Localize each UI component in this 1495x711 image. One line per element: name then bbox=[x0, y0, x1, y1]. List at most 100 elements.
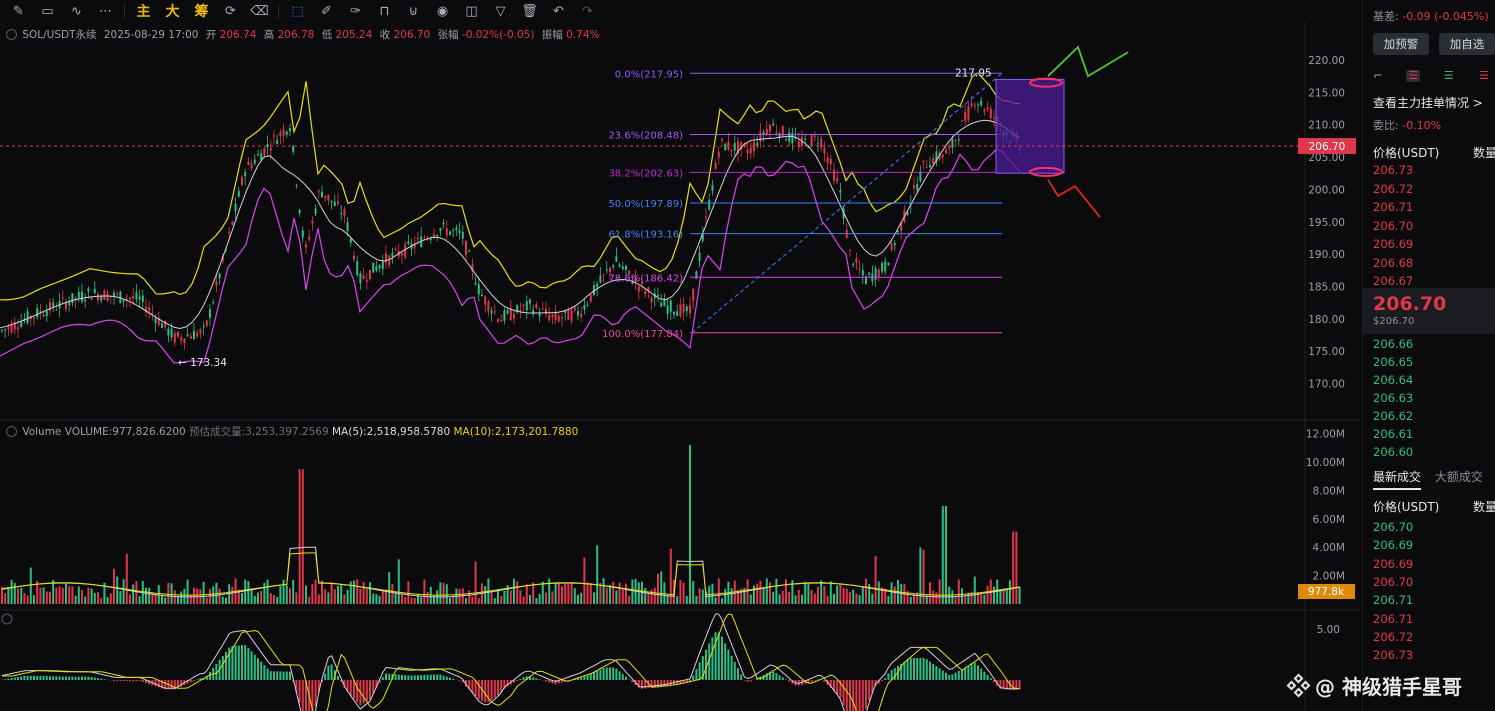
magnet-icon[interactable]: ⊍ bbox=[408, 3, 419, 19]
candle-body bbox=[954, 140, 957, 142]
fib-trend-line bbox=[691, 72, 1003, 334]
volume-bar bbox=[890, 582, 893, 604]
macd-histogram-bar bbox=[833, 680, 835, 692]
volume-bar bbox=[33, 595, 35, 604]
layers-icon[interactable]: ◫ bbox=[465, 3, 478, 19]
macd-histogram-bar bbox=[93, 677, 96, 680]
ask-price[interactable]: 206.68 bbox=[1373, 255, 1414, 270]
volume-bar bbox=[87, 587, 90, 604]
macd-histogram-bar bbox=[666, 680, 669, 687]
candle-body bbox=[234, 203, 237, 212]
cursor-icon[interactable]: ⬚ bbox=[291, 3, 304, 19]
volume-bar bbox=[698, 588, 701, 604]
bid-price[interactable]: 206.64 bbox=[1373, 373, 1414, 387]
price-chart[interactable]: 0.0%(217.95) 23.6%(208.48) 38.2%(202.63) 50… bbox=[0, 22, 1360, 711]
macd-histogram-bar bbox=[410, 675, 413, 680]
candle-body bbox=[545, 309, 547, 315]
more-icon[interactable]: ⋯ bbox=[99, 3, 112, 19]
eye-icon[interactable]: ◉ bbox=[436, 3, 449, 19]
trash-icon[interactable]: 🗑 bbox=[521, 3, 538, 19]
wave-icon[interactable]: ∿ bbox=[71, 3, 82, 19]
ask-price[interactable]: 206.73 bbox=[1373, 163, 1414, 177]
volume-value: VOLUME:977,826.6200 bbox=[64, 426, 186, 438]
ask-price[interactable]: 206.72 bbox=[1373, 181, 1414, 196]
tab-latest-trades[interactable]: 最新成交 bbox=[1373, 470, 1422, 490]
candle-body bbox=[721, 138, 723, 141]
candle-body bbox=[941, 154, 944, 158]
candle-body bbox=[353, 255, 355, 260]
macd-tick-label: 5.00 bbox=[1317, 624, 1340, 636]
brush-icon[interactable]: ✐ bbox=[321, 3, 332, 19]
candle-body bbox=[759, 131, 762, 142]
bid-price[interactable]: 206.60 bbox=[1373, 445, 1414, 459]
redo-icon[interactable]: ↷ bbox=[582, 3, 593, 19]
pencil-icon[interactable]: ✎ bbox=[13, 3, 24, 19]
volume-bars bbox=[1, 444, 1021, 604]
macd-histogram-bar bbox=[135, 680, 138, 682]
candle-body bbox=[394, 248, 397, 250]
candle-body bbox=[893, 242, 896, 246]
candle-body bbox=[266, 144, 269, 148]
candle-body bbox=[113, 292, 115, 297]
watermark-text: @ 神级猎手星哥 bbox=[1315, 675, 1462, 699]
macd-histogram-bar bbox=[980, 668, 983, 680]
filter-icon[interactable]: ▽ bbox=[495, 3, 506, 19]
volume-bar bbox=[506, 585, 509, 604]
macd-histogram-bar bbox=[97, 678, 99, 680]
candle-body bbox=[292, 145, 295, 152]
lock-icon[interactable]: ⊓ bbox=[379, 3, 390, 19]
volume-bar bbox=[820, 580, 823, 604]
refresh-icon[interactable]: ⟳ bbox=[225, 3, 236, 19]
candle-body bbox=[106, 293, 109, 302]
bid-price[interactable]: 206.61 bbox=[1373, 427, 1414, 441]
bid-price[interactable]: 206.65 bbox=[1373, 355, 1414, 369]
volume-bar bbox=[100, 598, 103, 604]
volume-bar bbox=[618, 582, 621, 604]
ask-price[interactable]: 206.70 bbox=[1373, 218, 1414, 233]
ob-bids-icon[interactable]: ☰ bbox=[1443, 69, 1454, 82]
collapse-icon[interactable] bbox=[6, 29, 17, 40]
macd-histogram-bar bbox=[199, 678, 202, 680]
ob-both-icon[interactable]: ☰ bbox=[1406, 70, 1421, 82]
price-tick-label: 170.00 bbox=[1308, 379, 1345, 391]
rectangle-icon[interactable]: ▭ bbox=[41, 3, 54, 19]
candle-body bbox=[577, 311, 579, 316]
big-order-button[interactable]: 大 bbox=[165, 4, 180, 20]
ask-price[interactable]: 206.69 bbox=[1373, 237, 1414, 251]
main-force-button[interactable]: 主 bbox=[136, 4, 151, 20]
collapse-icon[interactable] bbox=[6, 426, 17, 437]
ask-price[interactable]: 206.67 bbox=[1373, 274, 1414, 288]
eraser-icon[interactable]: ⌫ bbox=[250, 3, 269, 19]
main-orders-link[interactable]: 查看主力挂单情况 > bbox=[1373, 96, 1483, 110]
ask-price[interactable]: 206.71 bbox=[1373, 200, 1414, 214]
volume-bar bbox=[583, 557, 586, 604]
add-watchlist-button[interactable]: 加自选 bbox=[1439, 33, 1495, 55]
trade-price: 206.73 bbox=[1373, 648, 1414, 663]
bid-price[interactable]: 206.63 bbox=[1373, 391, 1414, 405]
macd-histogram-bar bbox=[749, 680, 752, 682]
ob-asks-icon[interactable]: ☰ bbox=[1479, 69, 1489, 82]
volume-bar bbox=[241, 592, 243, 604]
volume-bar bbox=[577, 594, 579, 604]
volume-bar bbox=[602, 577, 605, 604]
candle-body bbox=[276, 139, 279, 144]
volume-bar bbox=[125, 553, 128, 604]
bid-price[interactable]: 206.66 bbox=[1373, 337, 1414, 351]
chip-button[interactable]: 筹 bbox=[194, 4, 209, 20]
macd-histogram-bar bbox=[829, 680, 832, 688]
low-label: 低 bbox=[321, 29, 333, 41]
ob-view-icon[interactable]: ⌐ bbox=[1373, 69, 1383, 82]
candle-body bbox=[461, 231, 464, 239]
macd-histogram-bar bbox=[81, 676, 83, 680]
tab-large-trades[interactable]: 大额成交 bbox=[1434, 470, 1483, 484]
macd-histogram-bar bbox=[289, 671, 291, 680]
volume-bar bbox=[369, 582, 371, 604]
macd-histogram-bar bbox=[362, 680, 365, 704]
volume-bar bbox=[535, 598, 538, 604]
add-alert-button[interactable]: 加预警 bbox=[1373, 33, 1429, 55]
marker-icon[interactable]: ✑ bbox=[350, 3, 361, 19]
bid-price[interactable]: 206.62 bbox=[1373, 409, 1414, 423]
volume-bar bbox=[615, 590, 618, 604]
ratio-label: 委比: bbox=[1373, 119, 1399, 132]
undo-icon[interactable]: ↶ bbox=[553, 3, 564, 19]
